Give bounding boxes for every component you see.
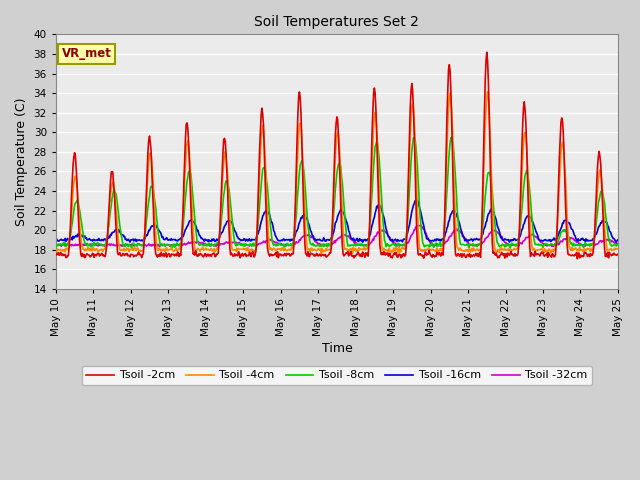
X-axis label: Time: Time [321, 342, 352, 355]
Tsoil -4cm [384, 248, 392, 254]
Tsoil -8cm [328, 229, 336, 235]
Tsoil -8cm [564, 235, 572, 240]
Tsoil -8cm [200, 243, 207, 249]
Tsoil -32cm [176, 242, 184, 248]
Text: VR_met: VR_met [61, 47, 111, 60]
Tsoil -8cm [52, 242, 60, 248]
Tsoil -4cm [52, 249, 60, 255]
Tsoil -2cm [383, 251, 390, 257]
Tsoil -2cm [328, 226, 336, 232]
Tsoil -8cm [448, 134, 456, 140]
Tsoil -2cm [614, 252, 622, 257]
Tsoil -16cm [614, 237, 622, 242]
Tsoil -32cm [329, 240, 337, 246]
Y-axis label: Soil Temperature (C): Soil Temperature (C) [15, 97, 28, 226]
Tsoil -16cm [175, 237, 183, 242]
Tsoil -4cm [484, 89, 492, 95]
Tsoil -8cm [175, 242, 183, 248]
Tsoil -16cm [440, 236, 448, 241]
Tsoil -16cm [200, 237, 207, 242]
Tsoil -2cm [563, 242, 571, 248]
Tsoil -32cm [564, 235, 572, 241]
Tsoil -16cm [52, 236, 60, 242]
Tsoil -8cm [438, 241, 446, 247]
Tsoil -32cm [414, 222, 422, 228]
Tsoil -4cm [200, 247, 207, 253]
Tsoil -32cm [614, 241, 622, 247]
Tsoil -4cm [614, 246, 622, 252]
Tsoil -8cm [506, 245, 514, 251]
Tsoil -32cm [52, 244, 60, 250]
Tsoil -32cm [200, 242, 208, 248]
Tsoil -32cm [384, 232, 392, 238]
Tsoil -4cm [349, 251, 356, 256]
Tsoil -16cm [384, 232, 392, 238]
Line: Tsoil -2cm: Tsoil -2cm [56, 52, 618, 259]
Tsoil -2cm [483, 49, 491, 55]
Tsoil -4cm [439, 245, 447, 251]
Line: Tsoil -32cm: Tsoil -32cm [56, 225, 618, 247]
Tsoil -16cm [359, 239, 367, 245]
Tsoil -16cm [413, 197, 421, 203]
Tsoil -2cm [438, 251, 446, 257]
Tsoil -32cm [440, 241, 448, 247]
Line: Tsoil -8cm: Tsoil -8cm [56, 137, 618, 248]
Title: Soil Temperatures Set 2: Soil Temperatures Set 2 [255, 15, 419, 29]
Tsoil -2cm [200, 254, 207, 260]
Tsoil -4cm [328, 227, 336, 233]
Tsoil -2cm [573, 256, 581, 262]
Tsoil -2cm [52, 251, 60, 257]
Tsoil -32cm [101, 244, 109, 250]
Tsoil -4cm [175, 246, 183, 252]
Line: Tsoil -4cm: Tsoil -4cm [56, 92, 618, 253]
Tsoil -4cm [564, 228, 572, 234]
Legend: Tsoil -2cm, Tsoil -4cm, Tsoil -8cm, Tsoil -16cm, Tsoil -32cm: Tsoil -2cm, Tsoil -4cm, Tsoil -8cm, Tsoi… [82, 366, 592, 385]
Tsoil -2cm [175, 253, 183, 259]
Tsoil -8cm [383, 241, 390, 247]
Tsoil -16cm [328, 235, 336, 240]
Line: Tsoil -16cm: Tsoil -16cm [56, 200, 618, 242]
Tsoil -16cm [564, 220, 572, 226]
Tsoil -8cm [614, 241, 622, 247]
